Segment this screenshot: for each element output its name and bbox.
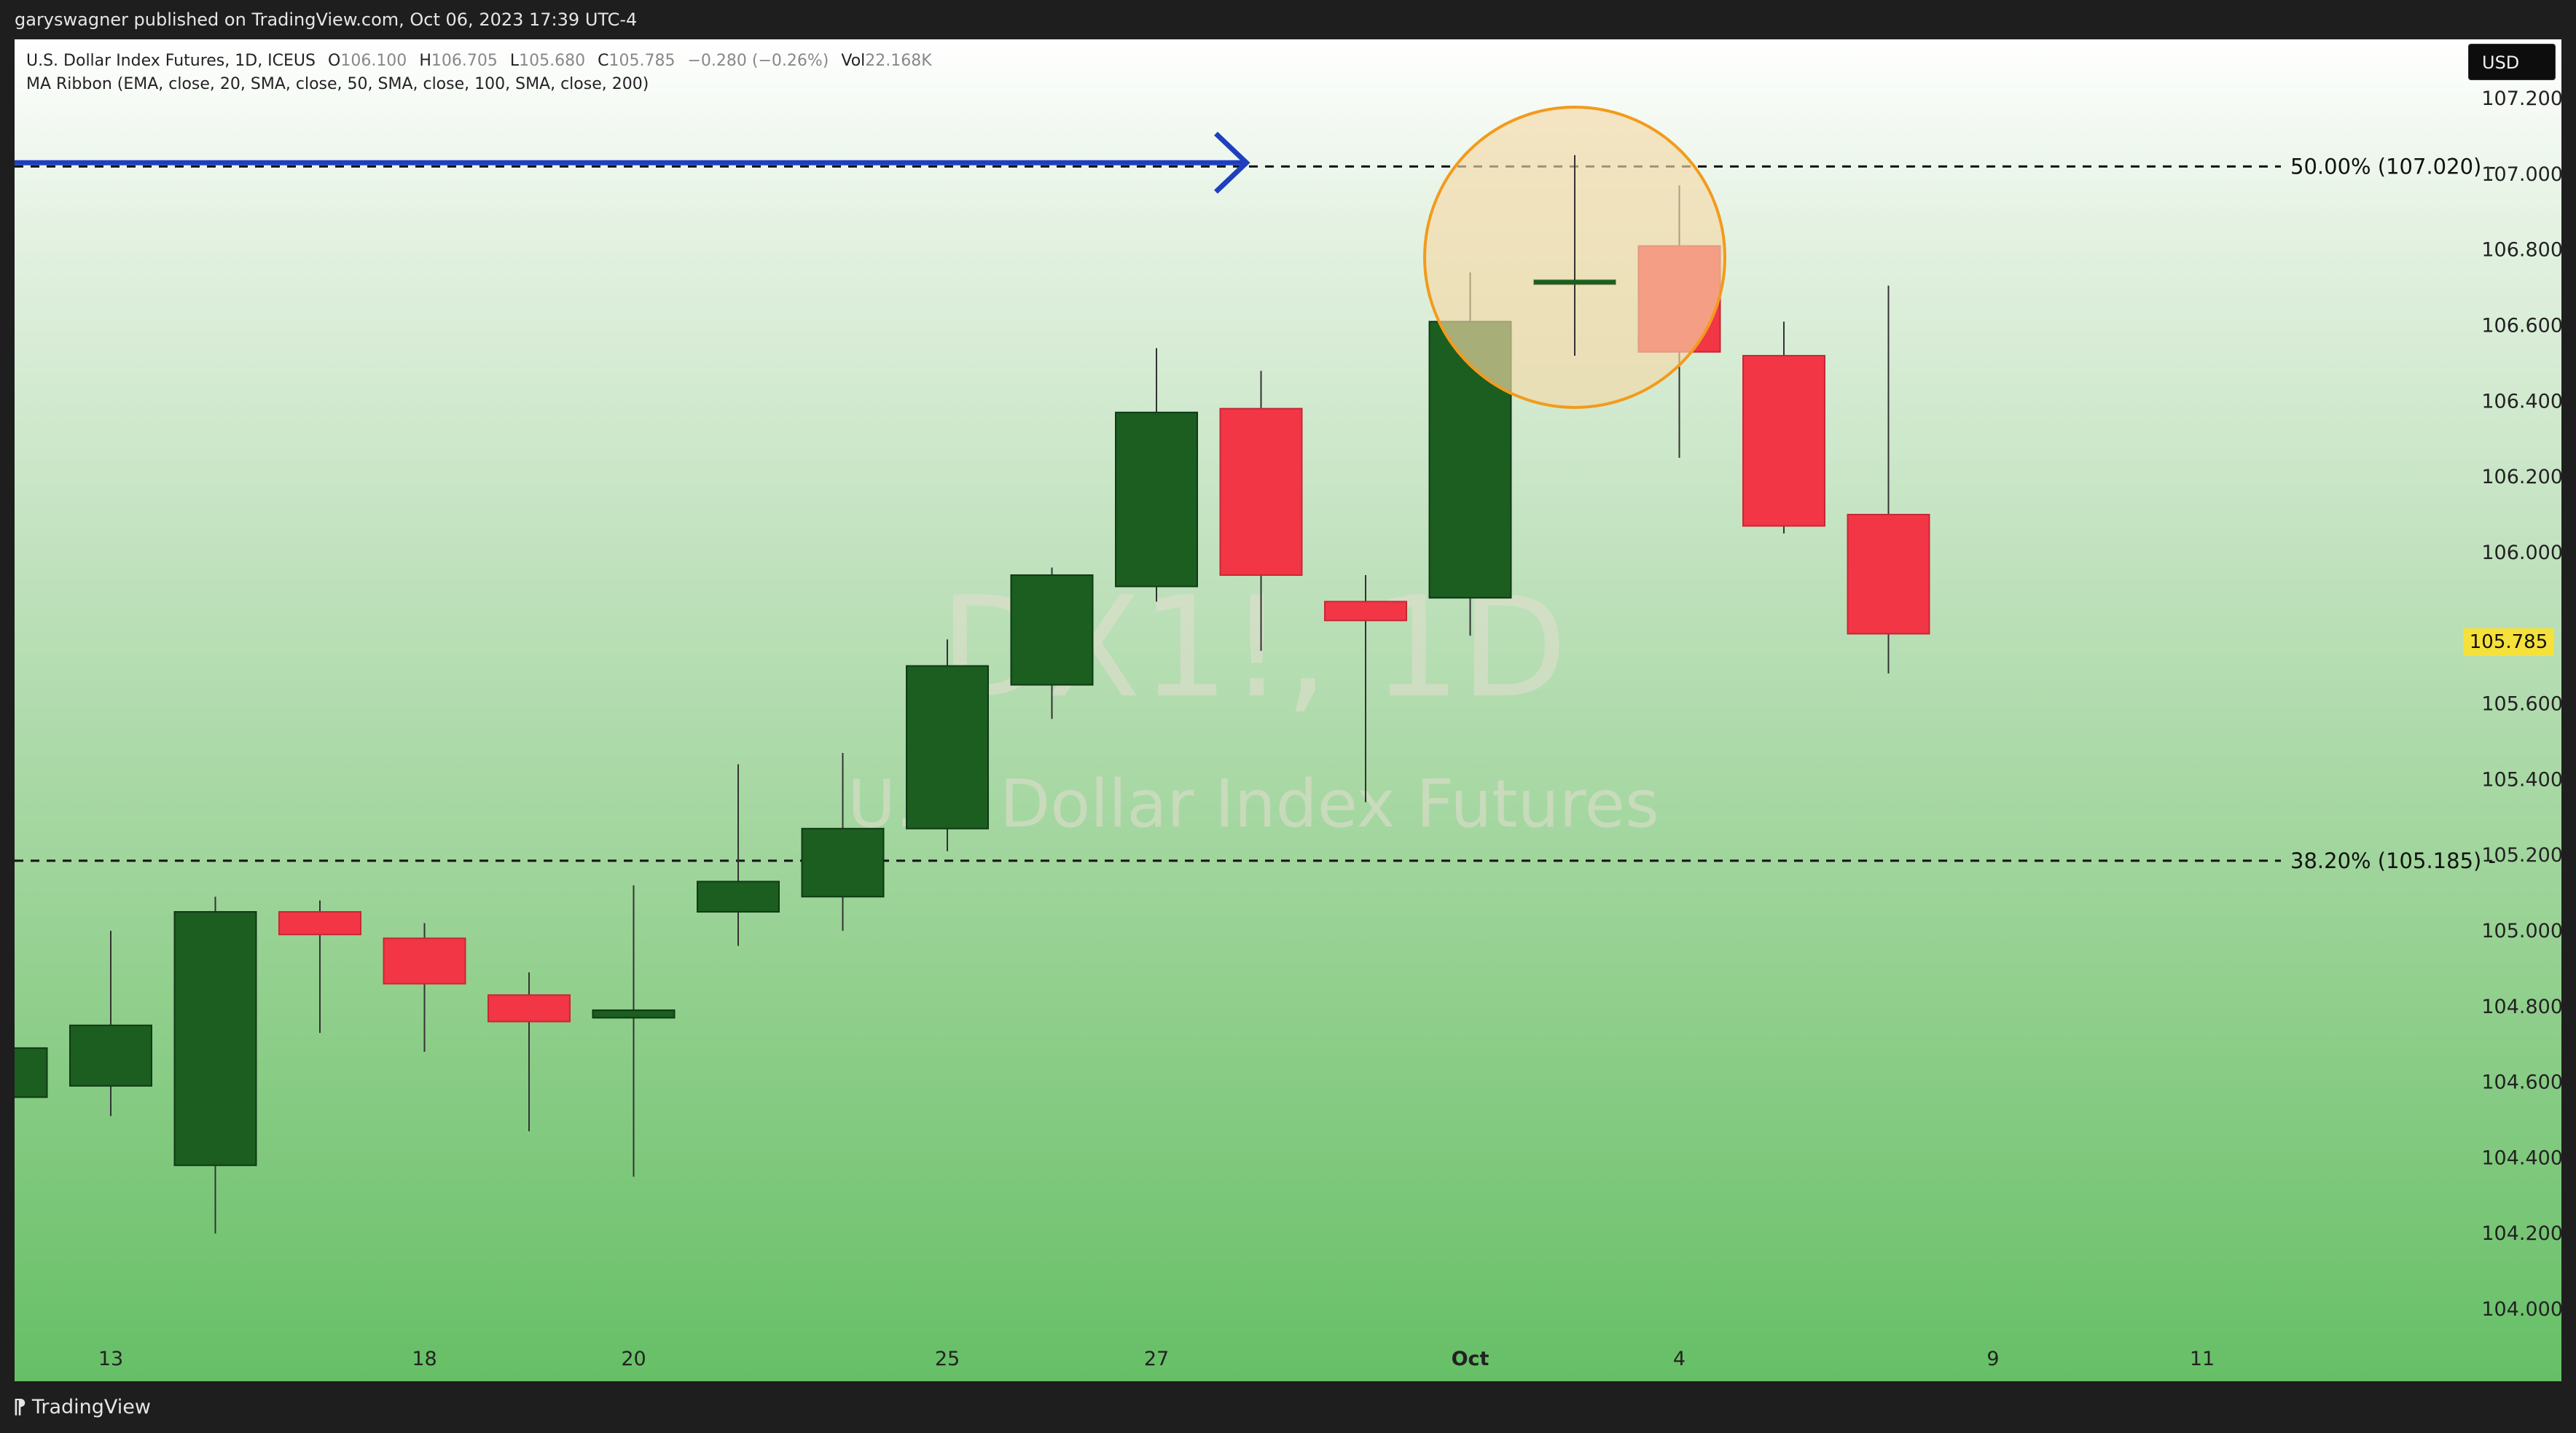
footer-brand: TradingView	[31, 1396, 151, 1418]
legend-open-value: 106.100	[340, 52, 407, 70]
fib-level-label: 38.20% (105.185) -	[2290, 848, 2496, 873]
candle-body	[173, 910, 257, 1166]
candle-body	[488, 994, 571, 1023]
fib-level-label: 50.00% (107.020) -	[2290, 154, 2496, 179]
legend-symbol: U.S. Dollar Index Futures, 1D, ICEUS	[26, 52, 316, 70]
legend-vol-label: Vol	[841, 52, 866, 70]
chart-legend: U.S. Dollar Index Futures, 1D, ICEUS O10…	[26, 50, 932, 96]
price-axis-label: 106.400	[2481, 390, 2561, 413]
tradingview-logo-icon: ⁋	[13, 1394, 26, 1418]
candle-body	[1219, 407, 1303, 577]
time-axis-label: 27	[1144, 1348, 1169, 1370]
candle-body	[697, 881, 780, 913]
footer: ⁋ TradingView	[0, 1381, 2576, 1432]
candle-body	[906, 665, 989, 829]
currency-button[interactable]: USD	[2468, 44, 2556, 80]
candle-body	[278, 910, 361, 936]
tradingview-logo[interactable]: ⁋ TradingView	[13, 1381, 151, 1433]
price-axis-label: 106.200	[2481, 466, 2561, 488]
chart-frame[interactable]: 104.000 104.200 104.400 104.600 104.800 105.0…	[15, 39, 2561, 1381]
price-axis-label: 107.200	[2481, 87, 2561, 110]
candle-body	[1010, 574, 1094, 686]
price-axis-label: 106.600	[2481, 314, 2561, 337]
legend-low-value: 105.680	[519, 52, 586, 70]
time-axis-label: 20	[621, 1348, 646, 1370]
price-axis-label: 106.000	[2481, 542, 2561, 564]
candle-body	[1115, 411, 1198, 587]
price-axis-label: 104.600	[2481, 1071, 2561, 1094]
legend-close-value: 105.785	[608, 52, 676, 70]
candle-body	[69, 1024, 152, 1087]
current-price-badge: 105.785	[2463, 628, 2554, 656]
price-axis-label: 105.600	[2481, 693, 2561, 716]
legend-low-label: L	[509, 52, 520, 70]
candle-body	[1534, 280, 1616, 285]
publish-info: garyswagner published on TradingView.com…	[15, 9, 638, 30]
legend-ohlc-row: U.S. Dollar Index Futures, 1D, ICEUS O10…	[26, 50, 932, 73]
candle-body	[15, 1047, 48, 1098]
legend-indicator: MA Ribbon (EMA, close, 20, SMA, close, 5…	[26, 75, 649, 93]
price-axis-label: 107.000	[2481, 163, 2561, 186]
arrow-head	[1214, 131, 1250, 194]
legend-close-label: C	[598, 52, 609, 70]
candle-body	[383, 937, 466, 985]
price-axis-label: 106.800	[2481, 239, 2561, 262]
legend-high-value: 106.705	[431, 52, 498, 70]
price-axis-label: 105.400	[2481, 768, 2561, 791]
price-axis-label: 105.000	[2481, 920, 2561, 942]
time-axis-label: 13	[98, 1348, 123, 1370]
candlestick-chart[interactable]: 104.000 104.200 104.400 104.600 104.800 105.0…	[15, 39, 2561, 1381]
legend-vol-value: 22.168K	[865, 52, 932, 70]
publish-header: garyswagner published on TradingView.com…	[0, 0, 2576, 39]
candle-body	[1847, 513, 1930, 635]
legend-change: −0.280 (−0.26%)	[687, 52, 829, 70]
candle-body	[1742, 354, 1825, 527]
price-axis-label: 104.200	[2481, 1222, 2561, 1245]
time-axis-label: 4	[1673, 1348, 1686, 1370]
time-axis-label: Oct	[1452, 1348, 1489, 1370]
candle-body	[1324, 601, 1407, 622]
legend-open-label: O	[328, 52, 341, 70]
time-axis-label: 18	[412, 1348, 436, 1370]
time-axis-label: 9	[1986, 1348, 1999, 1370]
legend-high-label: H	[419, 52, 431, 70]
price-axis-label: 104.000	[2481, 1298, 2561, 1321]
price-axis-label: 104.400	[2481, 1147, 2561, 1169]
candle-body	[801, 827, 885, 898]
price-axis-label: 105.200	[2481, 844, 2561, 867]
time-axis-label: 11	[2190, 1348, 2215, 1370]
time-axis-label: 25	[935, 1348, 960, 1370]
price-axis-label: 104.800	[2481, 996, 2561, 1018]
candle-body	[592, 1009, 676, 1019]
